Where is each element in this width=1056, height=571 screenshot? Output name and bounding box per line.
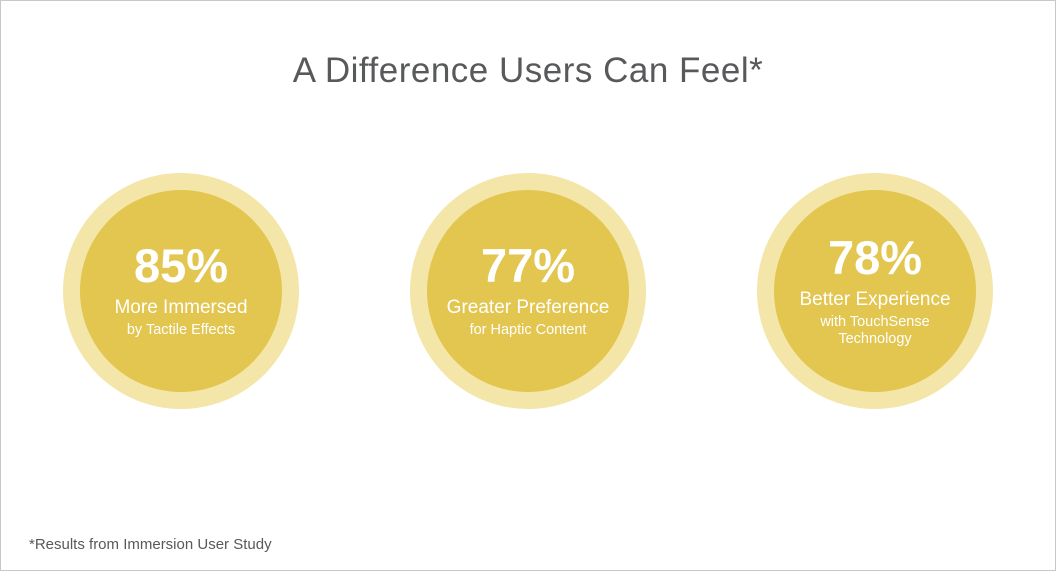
stat-circle-inner: 85% More Immersed by Tactile Effects <box>80 190 282 392</box>
stat-label: More Immersed <box>114 297 248 319</box>
footnote: *Results from Immersion User Study <box>29 536 272 553</box>
stats-row: 85% More Immersed by Tactile Effects 77%… <box>1 173 1055 409</box>
stat-circle-more-immersed: 85% More Immersed by Tactile Effects <box>63 173 299 409</box>
page-title: A Difference Users Can Feel* <box>292 51 764 90</box>
stat-label: Greater Preference <box>446 297 610 319</box>
stat-sublabel: for Haptic Content <box>469 322 587 339</box>
stat-value: 78% <box>827 230 923 284</box>
stat-circle-inner: 77% Greater Preference for Haptic Conten… <box>427 190 629 392</box>
stat-value: 77% <box>480 239 576 293</box>
stat-label: Better Experience <box>799 288 951 310</box>
stat-circle-better-experience: 78% Better Experience with TouchSense Te… <box>757 173 993 409</box>
stat-sublabel: with TouchSense Technology <box>820 313 930 347</box>
stat-value: 85% <box>133 239 229 293</box>
stat-circle-greater-preference: 77% Greater Preference for Haptic Conten… <box>410 173 646 409</box>
stat-circle-inner: 78% Better Experience with TouchSense Te… <box>774 190 976 392</box>
stat-sublabel: by Tactile Effects <box>126 322 236 339</box>
